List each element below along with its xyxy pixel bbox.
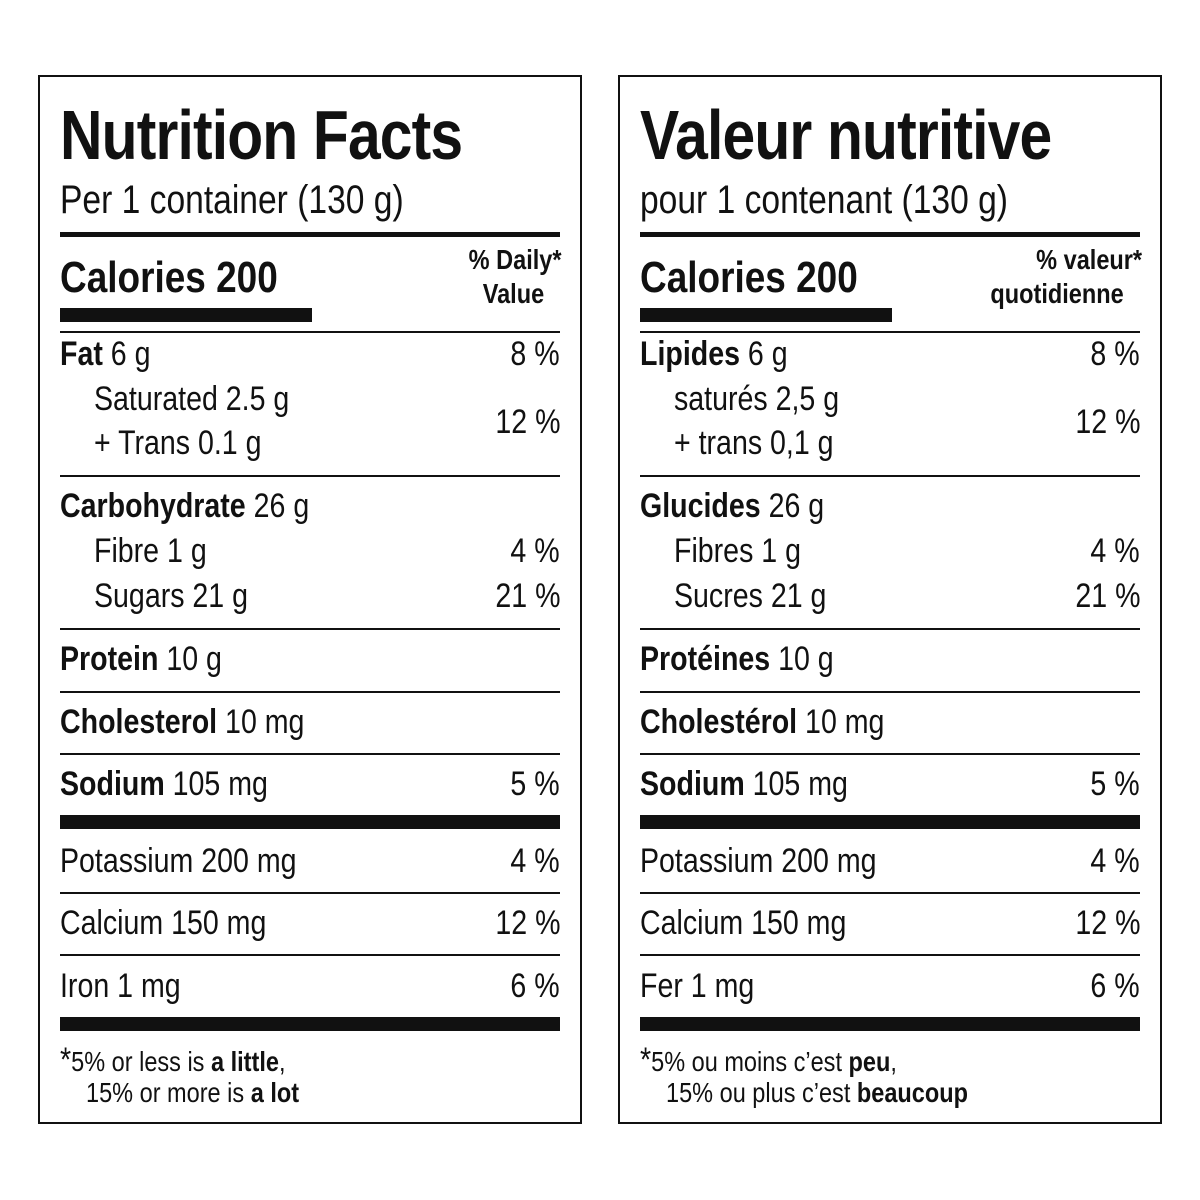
calcium-label: Calcium 150 mg: [640, 904, 847, 942]
divider-thick: [640, 815, 1140, 829]
panel-title: Nutrition Facts: [60, 96, 463, 174]
daily-value-heading-line2: quotidienne: [990, 278, 1124, 309]
divider: [60, 691, 560, 693]
divider: [640, 892, 1140, 894]
footnote-line2: 15% or more is a lot: [86, 1077, 300, 1108]
nutrition-facts-panel-french: Valeur nutritive pour 1 contenant (130 g…: [618, 75, 1162, 1124]
calcium-pct: 12 %: [1074, 904, 1140, 942]
divider: [60, 628, 560, 630]
divider: [60, 753, 560, 755]
fat-pct: 8 %: [1090, 335, 1140, 373]
divider: [640, 232, 1140, 237]
fibre-pct: 4 %: [510, 532, 560, 570]
potassium-pct: 4 %: [1090, 842, 1140, 880]
serving-size: pour 1 contenant (130 g): [640, 178, 1008, 222]
sodium-pct: 5 %: [510, 765, 560, 803]
saturated-fat-label: saturés 2,5 g: [674, 380, 840, 418]
sodium-row-label: Sodium 105 mg: [60, 765, 268, 803]
sodium-pct: 5 %: [1090, 765, 1140, 803]
footnote-line2: 15% ou plus c’est beaucoup: [666, 1077, 968, 1108]
divider: [640, 628, 1140, 630]
sugars-pct: 21 %: [1074, 577, 1140, 615]
sodium-row-label: Sodium 105 mg: [640, 765, 848, 803]
divider-thick: [60, 815, 560, 829]
carbohydrate-row-label: Glucides 26 g: [640, 487, 825, 525]
calcium-label: Calcium 150 mg: [60, 904, 267, 942]
serving-size: Per 1 container (130 g): [60, 178, 404, 222]
saturated-fat-label: Saturated 2.5 g: [94, 380, 290, 418]
fibre-label: Fibres 1 g: [674, 532, 801, 570]
footnote-line1: *5% or less is a little,: [60, 1041, 286, 1079]
sugars-pct: 21 %: [494, 577, 560, 615]
divider: [60, 331, 560, 333]
cholesterol-row-label: Cholesterol 10 mg: [60, 703, 305, 741]
calcium-pct: 12 %: [494, 904, 560, 942]
divider: [640, 753, 1140, 755]
calories-bar: [640, 308, 892, 322]
divider: [640, 331, 1140, 333]
carbohydrate-row-label: Carbohydrate 26 g: [60, 487, 310, 525]
potassium-pct: 4 %: [510, 842, 560, 880]
iron-pct: 6 %: [1090, 967, 1140, 1005]
fat-pct: 8 %: [510, 335, 560, 373]
divider-thick: [60, 1017, 560, 1031]
sat-trans-pct: 12 %: [494, 403, 560, 441]
fat-row-label: Fat 6 g: [60, 335, 151, 373]
daily-value-heading-line1: % Daily*: [469, 244, 562, 275]
cholesterol-row-label: Cholestérol 10 mg: [640, 703, 885, 741]
trans-fat-label: + Trans 0.1 g: [94, 424, 262, 462]
daily-value-heading-line1: % valeur*: [1036, 244, 1142, 275]
potassium-label: Potassium 200 mg: [60, 842, 297, 880]
divider-thick: [640, 1017, 1140, 1031]
calories-label: Calories 200: [640, 253, 858, 302]
calories-bar: [60, 308, 312, 322]
iron-label: Iron 1 mg: [60, 967, 181, 1005]
divider: [60, 954, 560, 956]
divider: [640, 954, 1140, 956]
iron-pct: 6 %: [510, 967, 560, 1005]
potassium-label: Potassium 200 mg: [640, 842, 877, 880]
sat-trans-pct: 12 %: [1074, 403, 1140, 441]
sugars-label: Sugars 21 g: [94, 577, 249, 615]
divider: [60, 475, 560, 477]
fat-row-label: Lipides 6 g: [640, 335, 788, 373]
divider: [60, 892, 560, 894]
sugars-label: Sucres 21 g: [674, 577, 827, 615]
divider: [640, 691, 1140, 693]
fibre-pct: 4 %: [1090, 532, 1140, 570]
trans-fat-label: + trans 0,1 g: [674, 424, 834, 462]
nutrition-facts-panel-english: Nutrition Facts Per 1 container (130 g) …: [38, 75, 582, 1124]
fibre-label: Fibre 1 g: [94, 532, 207, 570]
protein-row-label: Protéines 10 g: [640, 640, 834, 678]
calories-label: Calories 200: [60, 253, 278, 302]
daily-value-heading-line2: Value: [482, 278, 544, 309]
divider: [60, 232, 560, 237]
panel-title: Valeur nutritive: [640, 96, 1052, 174]
protein-row-label: Protein 10 g: [60, 640, 222, 678]
iron-label: Fer 1 mg: [640, 967, 755, 1005]
footnote-line1: *5% ou moins c’est peu,: [640, 1041, 897, 1079]
divider: [640, 475, 1140, 477]
